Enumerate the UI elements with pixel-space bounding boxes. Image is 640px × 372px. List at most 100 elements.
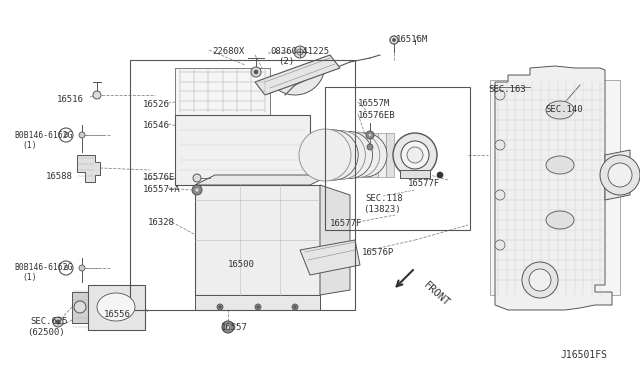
Text: 16557: 16557 [221,323,248,332]
Circle shape [308,130,358,180]
Circle shape [393,133,437,177]
Circle shape [325,131,372,179]
Circle shape [495,240,505,250]
Circle shape [608,163,632,187]
Text: 16577F: 16577F [330,219,362,228]
Circle shape [74,301,86,313]
Circle shape [495,190,505,200]
Polygon shape [77,155,100,182]
Polygon shape [338,133,346,177]
Text: 16576E: 16576E [143,173,175,182]
Bar [130,60,355,310]
Circle shape [392,38,396,42]
Polygon shape [378,133,386,177]
Circle shape [192,185,202,195]
Text: FRONT: FRONT [422,280,452,308]
Text: B0B146-6162G: B0B146-6162G [14,263,72,272]
Circle shape [219,306,221,308]
Text: 16500: 16500 [228,260,255,269]
Text: 16576P: 16576P [362,248,394,257]
Circle shape [222,321,234,333]
Text: (13823): (13823) [363,205,401,214]
Text: 16516M: 16516M [396,35,428,44]
Text: SEC.140: SEC.140 [545,105,582,114]
Text: J16501FS: J16501FS [560,350,607,360]
Circle shape [93,91,101,99]
Polygon shape [362,133,370,177]
Polygon shape [300,240,360,275]
Circle shape [390,36,398,44]
Text: 16557M: 16557M [358,99,390,108]
Circle shape [79,265,85,271]
Circle shape [251,67,261,77]
Circle shape [407,147,423,163]
Circle shape [56,320,60,324]
Polygon shape [277,68,324,95]
Polygon shape [255,55,340,95]
Circle shape [343,133,387,177]
Circle shape [195,188,199,192]
Text: B: B [63,132,68,138]
Text: B: B [63,265,68,271]
Circle shape [495,90,505,100]
Polygon shape [72,292,88,323]
Circle shape [294,306,296,308]
Circle shape [401,141,429,169]
Text: 22680X: 22680X [212,47,244,56]
Circle shape [317,131,365,179]
Circle shape [294,46,306,58]
Circle shape [255,304,261,310]
Text: 16576EB: 16576EB [358,111,396,120]
Polygon shape [88,285,145,330]
Circle shape [529,269,551,291]
Text: B0B146-6162G: B0B146-6162G [14,131,72,140]
Polygon shape [354,133,362,177]
Circle shape [217,304,223,310]
Ellipse shape [546,156,574,174]
Circle shape [193,174,201,182]
Text: SEC.625: SEC.625 [30,317,68,326]
Polygon shape [490,80,620,295]
Polygon shape [386,133,394,177]
Circle shape [292,304,298,310]
Circle shape [366,131,374,139]
Polygon shape [346,133,354,177]
Circle shape [225,324,231,330]
Text: SEC.163: SEC.163 [488,85,525,94]
Polygon shape [495,66,612,310]
Text: (2): (2) [278,57,294,66]
Text: 16577F: 16577F [408,179,440,188]
Text: 16546: 16546 [143,121,170,130]
Polygon shape [175,68,270,115]
Text: (62500): (62500) [27,328,65,337]
Ellipse shape [546,101,574,119]
Text: (1): (1) [22,141,36,150]
Text: 16526: 16526 [143,100,170,109]
Circle shape [390,36,398,44]
Polygon shape [330,133,338,177]
Circle shape [257,306,259,308]
Text: 16557+A: 16557+A [143,185,180,194]
Ellipse shape [97,293,135,321]
Circle shape [254,70,258,74]
Circle shape [369,134,371,137]
Text: (1): (1) [22,273,36,282]
Polygon shape [400,170,430,178]
Circle shape [53,317,63,327]
Polygon shape [195,295,320,310]
Text: SEC.118: SEC.118 [365,194,403,203]
Text: 16328: 16328 [148,218,175,227]
Polygon shape [605,150,630,200]
Circle shape [600,155,640,195]
Bar [325,87,470,230]
Circle shape [495,140,505,150]
Circle shape [367,144,373,150]
Ellipse shape [546,211,574,229]
Polygon shape [370,133,378,177]
Text: 08360-41225: 08360-41225 [270,47,329,56]
Polygon shape [175,115,310,185]
Circle shape [299,129,351,181]
Text: 16556: 16556 [104,310,131,319]
Text: 16588: 16588 [46,172,73,181]
Circle shape [437,172,443,178]
